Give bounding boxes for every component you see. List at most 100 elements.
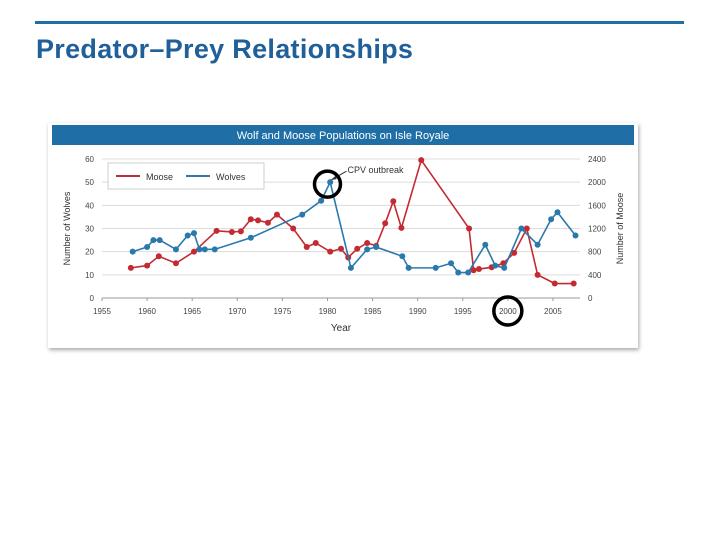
wolves-point: [184, 232, 191, 239]
y-left-tick-label: 0: [90, 294, 95, 303]
wolves-point: [190, 230, 197, 237]
wolves-point: [518, 225, 525, 232]
moose-point: [470, 267, 477, 274]
moose-point: [338, 245, 344, 252]
wolves-point: [201, 246, 208, 253]
moose-point: [312, 239, 319, 246]
axes: 0 10 20 30 40 50 60 0 400 800 1200 1600 2000 2400 1955…: [62, 155, 625, 334]
moose-point: [390, 198, 397, 205]
annotation-label: CPV outbreak: [347, 165, 404, 175]
moose-point: [290, 225, 297, 232]
y-right-axis-label: Number of Moose: [615, 193, 625, 265]
moose-point: [247, 216, 254, 223]
moose-point: [255, 217, 262, 224]
wolves-point: [129, 248, 136, 255]
wolves-point: [572, 232, 579, 239]
x-tick-label: 1960: [138, 307, 156, 316]
moose-point: [264, 219, 271, 226]
y-right-tick-label: 2000: [588, 178, 606, 187]
moose-point: [155, 253, 162, 260]
moose-point: [127, 264, 134, 271]
wolves-point: [299, 211, 306, 218]
x-tick-label: 2000: [499, 307, 517, 316]
x-tick-label: 1980: [319, 307, 337, 316]
y-left-tick-label: 20: [85, 248, 94, 257]
series-layer: [127, 157, 579, 287]
moose-point: [237, 228, 244, 235]
moose-point: [354, 245, 361, 252]
wolves-point: [172, 246, 179, 253]
wolves-point: [144, 244, 151, 251]
moose-point: [523, 225, 530, 232]
wolves-point: [373, 244, 380, 251]
chart-title-bar: [52, 125, 634, 145]
legend-label: Wolves: [216, 172, 246, 182]
y-right-tick-label: 2400: [588, 155, 606, 164]
y-left-tick-label: 10: [85, 271, 94, 280]
moose-point: [303, 244, 310, 251]
chart-figure: Wolf and Moose Populations on Isle Royal…: [48, 123, 638, 348]
moose-point: [213, 227, 220, 234]
title-rule: [35, 21, 684, 24]
legend: Moose Wolves: [107, 162, 265, 190]
moose-point: [570, 280, 577, 287]
y-right-tick-label: 1600: [588, 201, 606, 210]
wolves-point: [534, 241, 541, 248]
x-tick-label: 1965: [183, 307, 201, 316]
wolves-point: [465, 269, 472, 276]
y-right-tick-label: 800: [588, 248, 602, 257]
wolves-point: [492, 262, 499, 269]
y-right-tick-label: 400: [588, 271, 602, 280]
moose-point: [466, 225, 473, 232]
y-right-tick-label: 1200: [588, 225, 606, 234]
moose-point: [511, 249, 518, 256]
wolves-point: [405, 264, 412, 271]
wolves-point: [347, 264, 354, 271]
moose-point: [327, 248, 334, 255]
x-tick-label: 1955: [93, 307, 111, 316]
chart-svg: Wolf and Moose Populations on Isle Royal…: [52, 125, 634, 334]
wolves-point: [448, 260, 455, 267]
wolves-point: [150, 237, 157, 244]
moose-point: [190, 248, 197, 255]
moose-point: [228, 228, 235, 235]
wolves-point: [399, 253, 406, 260]
x-tick-label: 1985: [364, 307, 382, 316]
moose-point: [172, 260, 179, 267]
moose-point: [364, 239, 371, 246]
wolves-point: [156, 237, 163, 244]
wolves-point: [327, 179, 334, 186]
x-tick-label: 1990: [409, 307, 427, 316]
y-left-tick-label: 30: [85, 225, 94, 234]
y-left-tick-label: 50: [85, 178, 94, 187]
moose-point: [144, 262, 151, 269]
annotation-arrowhead: [330, 175, 337, 181]
moose-point: [418, 157, 425, 164]
x-tick-label: 2005: [544, 307, 562, 316]
chart-title: Wolf and Moose Populations on Isle Royal…: [237, 130, 450, 142]
legend-label: Moose: [146, 172, 173, 182]
moose-point: [273, 211, 280, 218]
y-left-tick-label: 60: [85, 155, 94, 164]
wolves-point: [455, 269, 462, 276]
highlight-circle: [312, 169, 343, 199]
wolves-point: [501, 264, 508, 271]
y-left-axis-label: Number of Wolves: [62, 191, 72, 265]
wolves-point: [247, 234, 254, 241]
wolves-point: [318, 197, 325, 204]
moose-point: [382, 220, 389, 227]
wolves-point: [432, 264, 439, 271]
moose-point: [398, 224, 405, 231]
y-left-tick-label: 40: [85, 201, 94, 210]
wolves-line: [132, 179, 577, 274]
wolves-point: [548, 216, 555, 223]
x-axis-label: Year: [331, 323, 352, 334]
x-tick-label: 1975: [273, 307, 291, 316]
annotation-layer: CPV outbreak: [312, 165, 524, 327]
wolves-point: [482, 241, 489, 248]
page-title: Predator–Prey Relationships: [36, 34, 414, 64]
moose-point: [534, 271, 541, 278]
wolves-point: [196, 246, 203, 253]
x-tick-label: 1970: [228, 307, 246, 316]
wolves-point: [211, 246, 218, 253]
